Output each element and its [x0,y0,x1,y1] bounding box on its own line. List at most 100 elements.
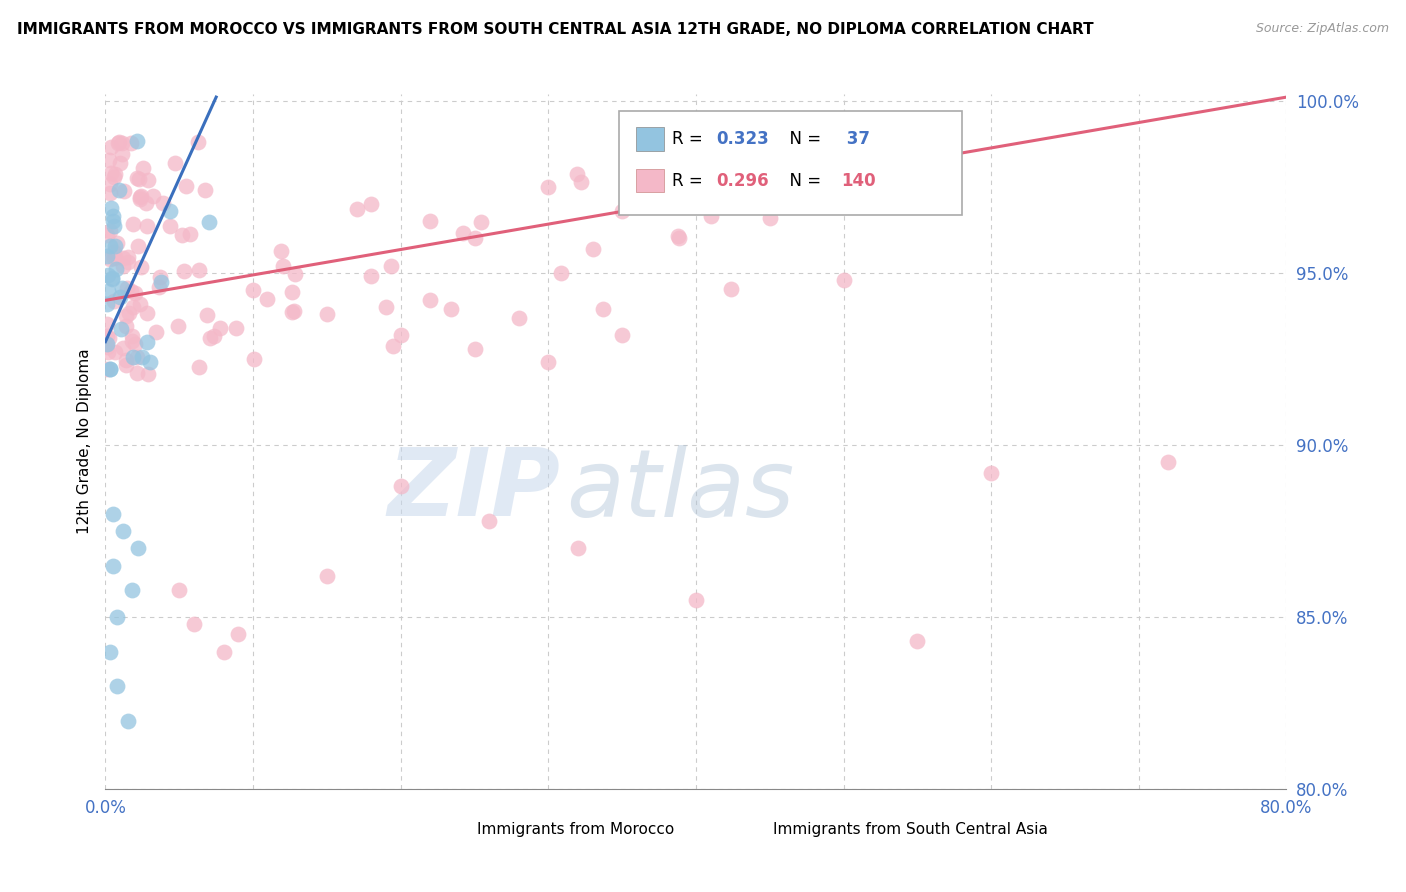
Point [121,334,143,348]
Point [610,203,633,218]
Point [145,325,167,339]
Point [281,285,304,300]
Point [567,541,589,556]
Point [610,327,633,342]
Point [101,558,124,573]
Point [159,219,181,233]
Point [121,328,143,343]
Point [104,261,127,276]
Point [97,344,120,359]
Point [1157,455,1180,469]
Text: 37: 37 [841,130,870,148]
Point [96,328,118,343]
Point [127,134,149,148]
Point [464,342,486,356]
Point [124,337,146,351]
Point [103,293,125,308]
Point [114,358,136,372]
Point [110,322,132,336]
Point [183,617,205,632]
Point [98,224,121,238]
Point [111,260,134,274]
Point [121,217,143,231]
Point [101,272,124,286]
Point [97,268,120,282]
Point [380,259,402,273]
Point [187,136,209,150]
Point [195,308,218,322]
Point [103,245,125,260]
Point [724,162,747,177]
Point [96,227,118,242]
FancyBboxPatch shape [441,818,470,840]
Point [173,264,195,278]
Point [374,300,396,314]
Point [419,214,441,228]
Point [104,167,127,181]
Point [129,192,152,206]
Point [117,250,139,264]
Text: N =: N = [779,130,825,148]
Point [108,289,131,303]
Point [139,355,162,369]
Point [699,209,721,223]
Point [242,351,264,366]
Point [508,310,530,325]
Point [131,350,153,364]
Point [676,185,699,199]
Point [720,282,742,296]
Y-axis label: 12th Grade, No Diploma: 12th Grade, No Diploma [76,349,91,534]
Point [198,331,221,345]
FancyBboxPatch shape [636,169,664,193]
Point [122,350,145,364]
Point [111,281,134,295]
Point [115,318,138,333]
Text: ZIP: ZIP [387,444,560,536]
Point [136,306,159,320]
Point [360,197,382,211]
Text: Immigrants from South Central Asia: Immigrants from South Central Asia [773,822,1047,837]
Point [100,140,122,154]
Point [315,569,337,583]
Point [136,219,159,233]
Point [685,190,707,204]
Text: 0.296: 0.296 [716,171,769,190]
Point [136,334,159,349]
Point [108,136,131,150]
Point [281,305,304,319]
Point [105,679,128,693]
Point [569,175,592,189]
Point [112,524,135,538]
Point [202,329,225,343]
Point [271,259,294,273]
Point [98,331,121,345]
Point [103,214,125,228]
Point [628,162,651,177]
Point [172,227,194,242]
Point [666,228,689,243]
Point [117,306,139,320]
Point [121,582,143,597]
Point [117,255,139,269]
Point [550,266,572,280]
Point [187,263,209,277]
Point [129,188,152,202]
Point [142,189,165,203]
Text: R =: R = [672,171,709,190]
Point [96,337,118,351]
Point [111,146,134,161]
Point [167,318,190,333]
Point [104,239,127,253]
Point [100,166,122,180]
Point [470,215,492,229]
Point [103,219,125,233]
Point [101,507,124,521]
Point [149,270,172,285]
Point [120,136,142,150]
Point [270,244,292,258]
Point [129,189,152,203]
Point [128,297,150,311]
Point [419,293,441,308]
Point [165,156,187,170]
Point [478,514,501,528]
